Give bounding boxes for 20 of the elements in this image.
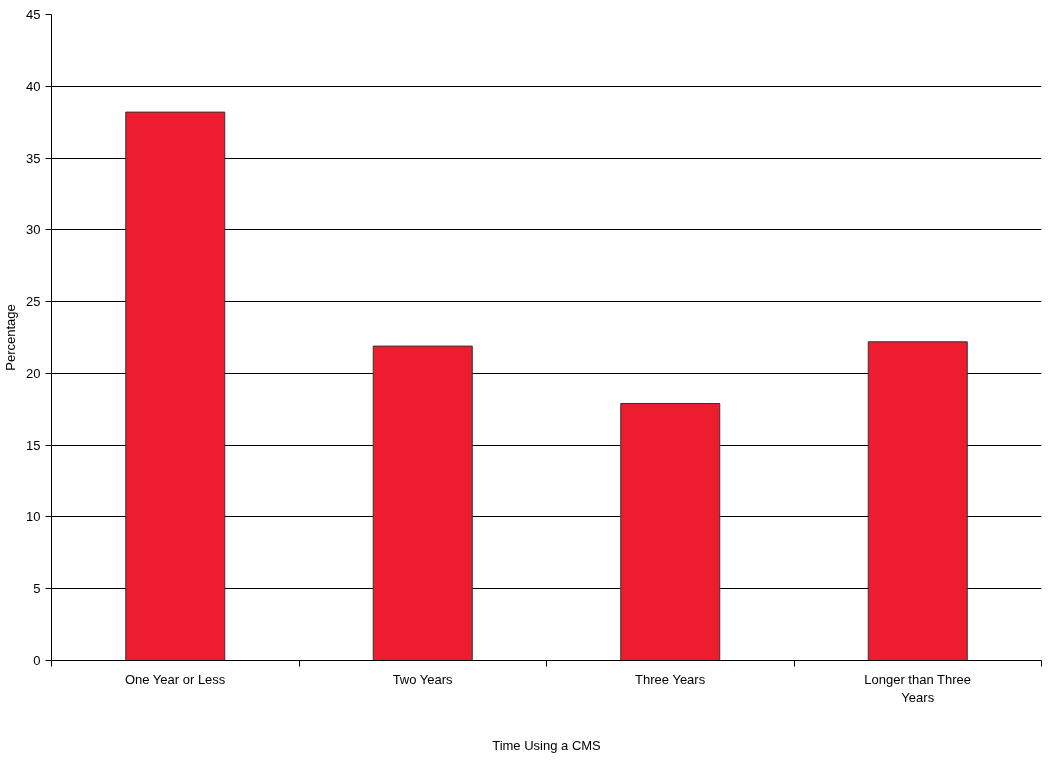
y-tick-label: 5: [33, 581, 41, 597]
y-tick-label: 25: [26, 294, 41, 310]
y-tick-label: 0: [33, 653, 41, 668]
bar: [620, 403, 721, 661]
x-tick-label: Two Years: [392, 671, 454, 687]
y-tick-label: 45: [26, 7, 41, 22]
x-tick-label: Three Years: [635, 671, 706, 687]
x-tick-label: Longer than Three Years: [864, 671, 971, 705]
bar: [125, 111, 226, 661]
y-tick-label: 40: [26, 78, 41, 94]
y-tick-label: 35: [26, 150, 41, 166]
y-tick-label: 10: [26, 509, 41, 525]
x-tick-label: One Year or Less: [124, 671, 226, 687]
x-axis-title: Time Using a CMS: [492, 737, 602, 753]
bar: [867, 341, 968, 661]
y-axis-title: Percentage: [3, 304, 19, 371]
bar: [372, 345, 473, 661]
y-tick-label: 30: [26, 222, 41, 238]
y-tick-label: 20: [26, 365, 41, 381]
y-tick-label: 15: [26, 437, 41, 453]
